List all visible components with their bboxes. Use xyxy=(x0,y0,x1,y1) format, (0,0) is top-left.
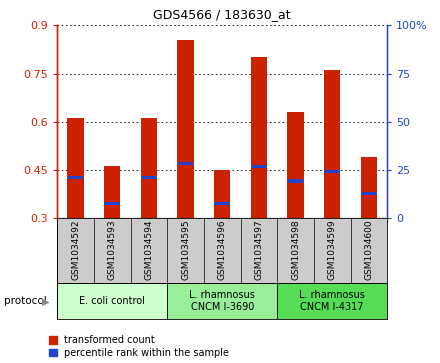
Bar xyxy=(178,162,193,165)
Bar xyxy=(288,179,303,183)
Text: ▶: ▶ xyxy=(42,296,49,306)
Bar xyxy=(104,167,121,218)
Bar xyxy=(361,157,377,218)
Bar xyxy=(141,118,157,218)
Text: GSM1034599: GSM1034599 xyxy=(328,220,337,280)
Text: GSM1034596: GSM1034596 xyxy=(218,220,227,280)
Text: GSM1034595: GSM1034595 xyxy=(181,220,190,280)
Text: GSM1034600: GSM1034600 xyxy=(364,220,374,280)
Bar xyxy=(277,283,387,319)
Text: E. coli control: E. coli control xyxy=(79,296,145,306)
Title: GDS4566 / 183630_at: GDS4566 / 183630_at xyxy=(154,8,291,21)
Bar xyxy=(167,283,277,319)
Text: L. rhamnosus
CNCM I-4317: L. rhamnosus CNCM I-4317 xyxy=(299,290,365,312)
Text: protocol: protocol xyxy=(4,296,47,306)
Text: GSM1034592: GSM1034592 xyxy=(71,220,80,280)
Bar xyxy=(361,192,377,195)
Bar xyxy=(177,40,194,218)
Text: GSM1034598: GSM1034598 xyxy=(291,220,300,280)
Text: L. rhamnosus
CNCM I-3690: L. rhamnosus CNCM I-3690 xyxy=(189,290,255,312)
Bar xyxy=(324,170,340,173)
Bar xyxy=(214,170,231,218)
Bar xyxy=(214,202,230,205)
Legend: transformed count, percentile rank within the sample: transformed count, percentile rank withi… xyxy=(49,335,229,358)
Bar xyxy=(104,202,120,205)
Bar xyxy=(287,112,304,218)
Bar xyxy=(57,283,167,319)
Text: GSM1034597: GSM1034597 xyxy=(254,220,264,280)
Bar xyxy=(141,176,157,179)
Bar xyxy=(251,165,267,168)
Bar xyxy=(324,70,341,218)
Bar xyxy=(251,57,267,218)
Bar xyxy=(68,176,83,179)
Text: GSM1034593: GSM1034593 xyxy=(108,220,117,280)
Text: GSM1034594: GSM1034594 xyxy=(144,220,154,280)
Bar xyxy=(67,118,84,218)
